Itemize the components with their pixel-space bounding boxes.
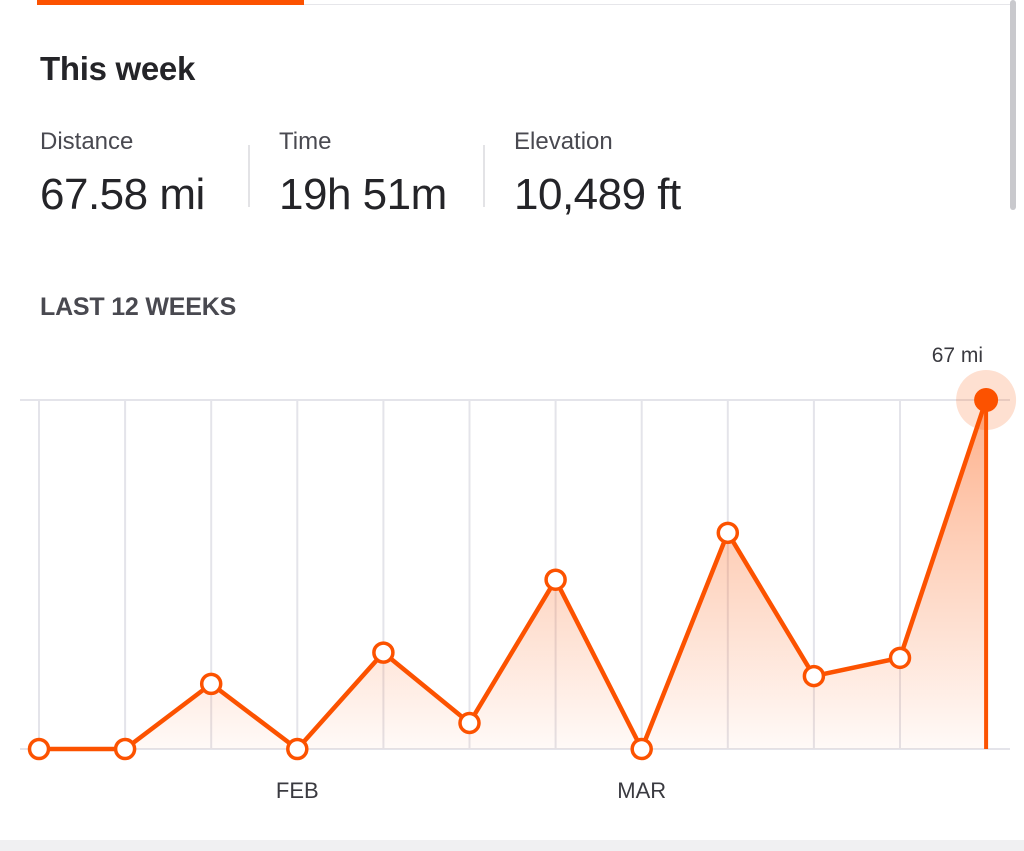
stat-distance-label: Distance [40, 128, 134, 155]
data-point [113, 737, 137, 761]
x-tick-label: MAR [617, 778, 666, 803]
chart-title: LAST 12 WEEKS [40, 293, 237, 321]
data-point [544, 568, 567, 591]
stat-time-label: Time [279, 128, 332, 155]
stat-distance: Distance 67.58 mi [40, 128, 205, 220]
data-point [372, 641, 395, 664]
highlight-value-label: 67 mi [932, 344, 983, 367]
data-point [199, 672, 223, 696]
stat-elevation: Elevation 10,489 ft [514, 128, 681, 220]
data-point [802, 664, 826, 688]
active-tab-indicator [37, 0, 304, 5]
data-point [286, 737, 309, 761]
scrollbar[interactable] [1010, 0, 1016, 210]
stat-time: Time 19h 51m [279, 128, 447, 220]
stat-time-value: 19h 51m [279, 170, 447, 219]
bottom-separator [0, 840, 1024, 851]
data-point [888, 646, 912, 670]
series-line [39, 399, 989, 752]
stat-divider [483, 145, 485, 207]
highlight-point [974, 388, 999, 412]
stat-distance-value: 67.58 mi [40, 170, 205, 219]
data-point [458, 711, 481, 735]
data-point [630, 737, 653, 761]
series-area [39, 400, 987, 749]
tab-divider [304, 4, 1014, 5]
weekly-distance-chart: 67 mi FEB MAR [20, 344, 1017, 803]
stat-divider [248, 145, 250, 207]
section-title: This week [40, 50, 196, 87]
stat-elevation-value: 10,489 ft [514, 170, 681, 219]
data-point [27, 737, 51, 761]
x-tick-label: FEB [276, 778, 319, 803]
data-point [716, 521, 740, 545]
stat-elevation-label: Elevation [514, 128, 613, 155]
